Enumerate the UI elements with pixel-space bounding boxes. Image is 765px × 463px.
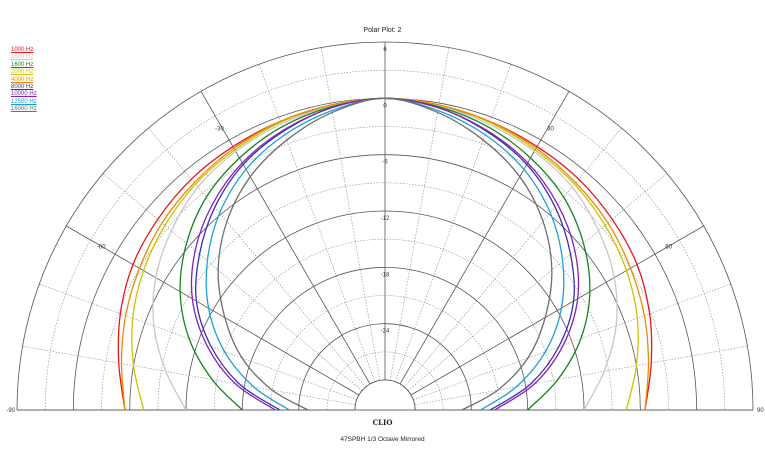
- legend-item: 10000 Hz: [11, 91, 37, 98]
- radial-tick-label: 0: [383, 103, 387, 109]
- radial-tick-label: -24: [381, 329, 390, 335]
- grid-spoke: [200, 91, 371, 385]
- grid-spoke: [407, 173, 668, 391]
- angle-tick-label: 60: [665, 245, 672, 251]
- radial-tick-label: 6: [383, 47, 387, 53]
- legend-item: 4000 Hz: [11, 76, 34, 83]
- polar-grid: [16, 41, 754, 411]
- angle-tick-label: 30: [547, 126, 554, 132]
- grid-spoke: [404, 127, 622, 388]
- radial-tick-label: -12: [381, 216, 390, 222]
- angle-tick-label: -90: [6, 408, 15, 414]
- grid-spoke: [148, 127, 366, 388]
- grid-spoke: [22, 345, 356, 406]
- grid-spoke: [399, 91, 570, 385]
- radial-tick-label: -18: [381, 272, 390, 278]
- grid-spoke: [414, 345, 748, 406]
- grid-spoke: [66, 225, 360, 396]
- legend-item: 16000 Hz: [11, 106, 37, 113]
- angle-tick-label: -60: [97, 245, 106, 251]
- grid-spoke: [258, 64, 376, 382]
- center-hub: [354, 379, 416, 411]
- series-curve-16000-hz: [217, 97, 553, 411]
- grid-spoke: [320, 47, 381, 381]
- grid-spoke: [102, 173, 363, 391]
- legend-item: 1500 Hz: [11, 54, 34, 61]
- grid-spoke: [413, 283, 731, 401]
- legend-item: 8000 Hz: [11, 84, 34, 91]
- response-curves: [117, 97, 653, 411]
- angle-tick-label: 90: [757, 408, 764, 414]
- clio-logo: CLIO: [372, 418, 393, 427]
- grid-spoke: [39, 283, 357, 401]
- grid-spoke: [410, 225, 704, 396]
- chart-title: Polar Plot: 2: [363, 27, 402, 34]
- angle-tick-label: -30: [215, 126, 224, 132]
- radial-tick-label: -6: [382, 160, 388, 166]
- legend-item: 1600 Hz: [11, 61, 34, 68]
- grid-ring: [270, 295, 500, 411]
- grid-spoke: [394, 64, 512, 382]
- legend-item: 2000 Hz: [11, 69, 34, 76]
- grid-spoke: [389, 47, 450, 381]
- legend: 1000 Hz 1500 Hz 1600 Hz 2000 Hz 4000 Hz 8000 …: [11, 47, 37, 114]
- legend-item: 1000 Hz: [11, 47, 34, 53]
- legend-item: 12500 Hz: [11, 98, 37, 105]
- chart-footer: 47SPBH 1/3 Octave Mirrored: [340, 436, 425, 443]
